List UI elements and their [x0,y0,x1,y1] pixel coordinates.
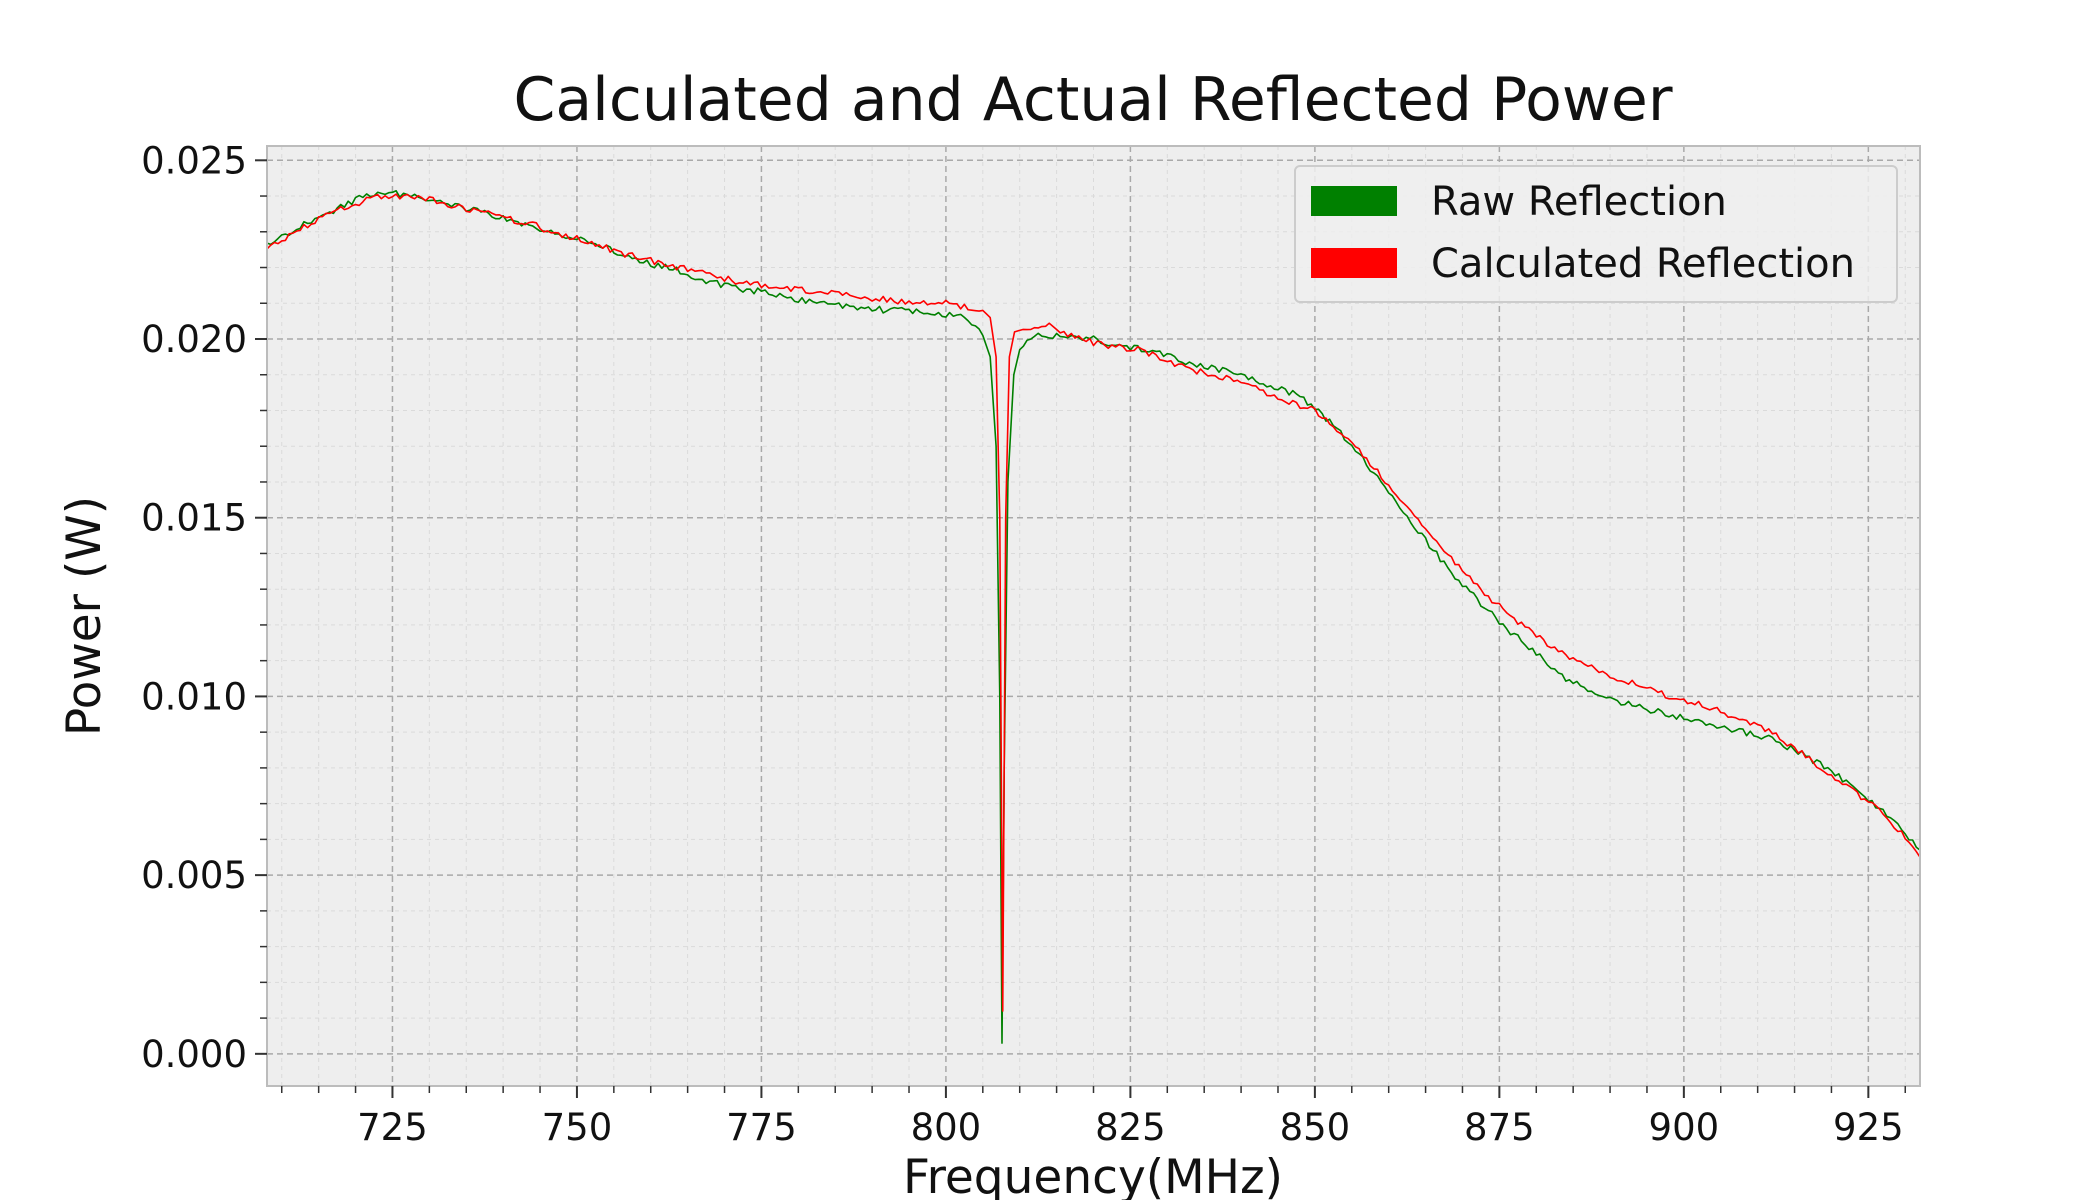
x-tick-label: 800 [911,1106,982,1149]
y-tick-label: 0.015 [141,497,247,540]
y-axis-label: Power (W) [57,496,112,736]
legend-swatch-calculated-reflection [1311,248,1397,278]
x-axis-label: Frequency(MHz) [903,1150,1283,1200]
y-tick-label: 0.010 [141,675,247,718]
legend-box [1294,165,1898,303]
legend-label-calculated-reflection: Calculated Reflection [1431,241,1855,287]
x-tick-label: 850 [1280,1106,1351,1149]
y-tick-label: 0.020 [141,318,247,361]
y-axis-ticks: 0.000 0.005 0.010 0.015 0.020 0.025 [141,139,267,1076]
x-tick-label: 925 [1833,1106,1904,1149]
legend-label-raw-reflection: Raw Reflection [1431,179,1727,225]
legend-swatch-raw-reflection [1311,186,1397,216]
major-grid [267,146,1920,1086]
series-line-calculated-reflection [267,193,1920,1012]
x-tick-label: 875 [1464,1106,1535,1149]
x-tick-label: 750 [542,1106,613,1149]
chart-title: Calculated and Actual Reflected Power [514,65,1673,135]
x-tick-label: 725 [357,1106,428,1149]
legend: Raw Reflection Calculated Reflection [1294,165,1898,303]
x-tick-label: 825 [1095,1106,1166,1149]
y-tick-label: 0.005 [141,854,247,897]
x-tick-label: 900 [1649,1106,1720,1149]
x-tick-label: 775 [726,1106,797,1149]
y-tick-label: 0.025 [141,139,247,182]
x-axis-ticks: 725 750 775 800 825 850 875 900 925 [281,1086,1906,1149]
y-tick-label: 0.000 [141,1033,247,1076]
series-layer [267,190,1920,1044]
